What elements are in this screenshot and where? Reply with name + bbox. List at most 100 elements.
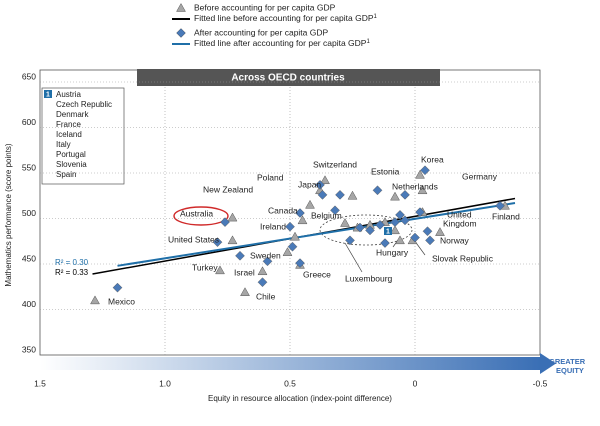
inset-country: Slovenia <box>56 160 87 169</box>
point <box>257 277 268 288</box>
point <box>400 215 410 226</box>
arrow-label: EQUITY <box>556 366 584 375</box>
legend-footnote: 1 <box>366 39 370 45</box>
fit-line <box>117 202 516 267</box>
country-label: Australia <box>180 208 213 218</box>
y-tick-label: 400 <box>22 299 36 309</box>
country-label: Kingdom <box>443 218 477 228</box>
legend-marker <box>176 28 186 38</box>
point <box>295 258 305 268</box>
country-label: Slovak Republic <box>432 253 494 263</box>
y-tick-label: 550 <box>22 162 36 172</box>
point <box>257 266 268 276</box>
point <box>390 191 400 201</box>
y-tick-label: 600 <box>22 117 36 127</box>
legend-label-text: Fitted line before accounting for per ca… <box>194 13 374 23</box>
point <box>317 189 328 200</box>
x-tick-label: -0.5 <box>533 378 548 388</box>
legend-marker <box>176 2 186 12</box>
country-label: United <box>447 209 472 219</box>
country-label: Chile <box>256 291 276 301</box>
point <box>282 247 293 256</box>
leader-line <box>344 242 363 273</box>
country-label: Poland <box>257 172 284 182</box>
r2-label: R² = 0.30 <box>55 258 89 267</box>
point <box>295 208 305 218</box>
country-label: Belgium <box>311 210 342 220</box>
country-label: Sweden <box>250 250 281 260</box>
point <box>390 225 400 235</box>
inset-country: Portugal <box>56 150 86 159</box>
point <box>395 210 405 220</box>
country-label: Norway <box>440 235 470 245</box>
country-label: Ireland <box>260 221 286 231</box>
point <box>417 185 428 195</box>
point <box>420 165 430 176</box>
country-label: Luxembourg <box>345 273 393 283</box>
point <box>90 295 100 305</box>
point <box>400 189 410 200</box>
country-label: Germany <box>462 171 498 181</box>
country-label: Netherlands <box>392 181 438 191</box>
point <box>495 200 505 211</box>
legend-label: Before accounting for per capita GDP <box>194 2 336 12</box>
legend-label: Fitted line after accounting for per cap… <box>194 38 370 48</box>
point <box>347 190 358 200</box>
point <box>287 241 298 252</box>
country-label: New Zealand <box>203 184 253 194</box>
inset-country: France <box>56 120 81 129</box>
x-tick-label: 0.5 <box>284 378 296 388</box>
point <box>410 232 420 243</box>
point <box>372 185 383 196</box>
point <box>290 231 300 241</box>
inset-country: Austria <box>56 90 81 99</box>
country-label: United States <box>168 234 219 244</box>
inset-country: Iceland <box>56 130 82 139</box>
point <box>345 235 355 246</box>
chart-title: Across OECD countries <box>231 73 345 84</box>
country-label: Israel <box>234 267 255 277</box>
point <box>395 235 405 245</box>
legend-label: Fitted line before accounting for per ca… <box>194 13 378 23</box>
point <box>227 235 238 245</box>
point <box>435 227 445 236</box>
point <box>285 221 295 232</box>
point <box>380 238 390 248</box>
point <box>365 225 375 236</box>
point <box>297 215 308 225</box>
x-tick-label: 0 <box>413 378 418 388</box>
point <box>415 169 425 179</box>
inset-country: Czech Republic <box>56 100 112 109</box>
y-tick-label: 500 <box>22 208 36 218</box>
highlight-ellipse <box>173 206 229 226</box>
country-label: Finland <box>492 211 520 221</box>
point <box>315 179 325 190</box>
point <box>112 282 123 293</box>
country-label: Turkey <box>192 262 218 272</box>
cluster-marker-box <box>384 227 392 235</box>
country-label: Japan <box>298 179 321 189</box>
point <box>320 175 330 185</box>
point <box>425 235 435 246</box>
legend-footnote: 1 <box>374 14 378 20</box>
point <box>262 256 273 267</box>
point <box>390 217 400 227</box>
legend-label: After accounting for per capita GDP <box>194 27 329 37</box>
country-label: Korea <box>421 154 444 164</box>
country-label: Canada <box>268 205 298 215</box>
point <box>305 199 315 209</box>
r2-label: R² = 0.33 <box>55 268 89 277</box>
inset-marker-box <box>44 90 52 98</box>
point <box>235 250 245 261</box>
point <box>227 212 238 222</box>
y-tick-label: 350 <box>22 344 36 354</box>
point <box>355 222 365 233</box>
equity-bar <box>40 357 540 370</box>
point <box>340 218 350 227</box>
point <box>330 205 340 216</box>
arrow-label: GREATER <box>549 357 586 366</box>
point <box>215 265 225 275</box>
cluster-marker: 1 <box>386 228 390 235</box>
inset-country: Italy <box>56 140 71 149</box>
